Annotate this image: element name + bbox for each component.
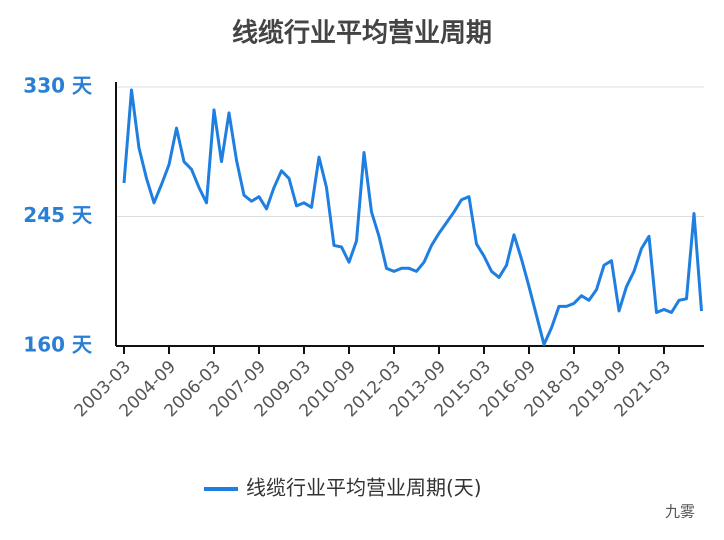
y-tick-label: 330 天 — [23, 74, 93, 98]
data-line — [122, 88, 703, 346]
legend-label: 线缆行业平均营业周期(天) — [246, 476, 482, 500]
watermark: 九雾 — [665, 503, 695, 521]
chart-title: 线缆行业平均营业周期 — [232, 18, 492, 49]
y-tick-label: 245 天 — [23, 203, 93, 227]
y-tick-label: 160 天 — [23, 333, 93, 357]
